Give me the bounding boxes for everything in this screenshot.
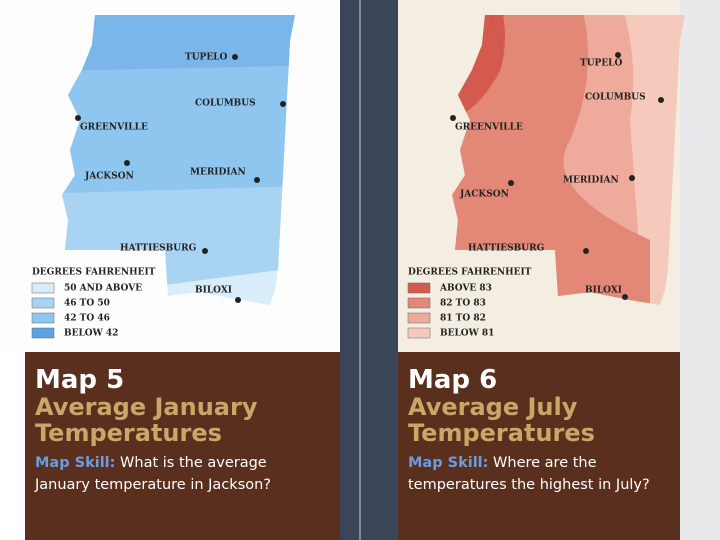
legend-swatch	[407, 327, 431, 339]
city-dot	[622, 294, 628, 300]
city-dot	[124, 160, 130, 166]
legend-label: 81 TO 82	[440, 314, 486, 324]
city-dot	[75, 115, 81, 121]
legend-title: DEGREES FAHRENHEIT	[32, 268, 156, 278]
edge	[680, 0, 720, 540]
skill-label: Map Skill:	[35, 455, 116, 471]
city-label: BILOXI	[585, 286, 622, 296]
legend-swatch	[31, 297, 55, 309]
city-dot	[254, 177, 260, 183]
legend-label: ABOVE 83	[439, 284, 492, 294]
city-label: GREENVILLE	[455, 123, 523, 133]
map-title: Average January Temperatures	[35, 393, 258, 447]
legend-label: BELOW 42	[64, 329, 118, 339]
legend-swatch	[31, 312, 55, 324]
city-label: GREENVILLE	[80, 123, 148, 133]
legend-label: 50 AND ABOVE	[64, 284, 142, 294]
city-dot	[629, 175, 635, 181]
city-label: JACKSON	[459, 190, 509, 200]
city-dot	[232, 54, 238, 60]
city-label: JACKSON	[84, 172, 134, 182]
caption: Map 6 Average July Temperatures Map Skil…	[398, 352, 680, 540]
legend-swatch	[31, 327, 55, 339]
city-dot	[235, 297, 241, 303]
city-dot	[450, 115, 456, 121]
question-text: Where are the temperatures the highest i…	[408, 455, 650, 493]
legend-label: 46 TO 50	[64, 299, 110, 309]
city-label: HATTIESBURG	[468, 244, 544, 254]
city-dot	[508, 180, 514, 186]
question-text: What is the average January temperature …	[35, 455, 272, 493]
city-label: MERIDIAN	[563, 176, 619, 186]
legend-label: 42 TO 46	[64, 314, 110, 324]
city-label: COLUMBUS	[585, 93, 646, 103]
city-label: TUPELO	[185, 53, 228, 63]
legend-label: BELOW 81	[440, 329, 494, 339]
question: Map Skill: What is the average January t…	[35, 452, 285, 496]
map-number: Map 6	[408, 365, 498, 395]
legend-title: DEGREES FAHRENHEIT	[408, 268, 532, 278]
city-dot	[583, 248, 589, 254]
city-dot	[658, 97, 664, 103]
skill-label: Map Skill:	[408, 455, 489, 471]
map-title: Average July Temperatures	[408, 393, 595, 447]
city-label: BILOXI	[195, 286, 232, 296]
question: Map Skill: Where are the temperatures th…	[408, 452, 658, 496]
city-dot	[202, 248, 208, 254]
city-label: MERIDIAN	[190, 168, 246, 178]
legend-swatch	[407, 297, 431, 309]
legend-swatch	[31, 282, 55, 294]
caption: Map 5 Average January Temperatures Map S…	[25, 352, 340, 540]
legend-swatch	[407, 282, 431, 294]
city-label: TUPELO	[580, 59, 623, 69]
city-label: HATTIESBURG	[120, 244, 196, 254]
legend-swatch	[407, 312, 431, 324]
city-label: COLUMBUS	[195, 99, 256, 109]
legend-label: 82 TO 83	[440, 299, 486, 309]
map-number: Map 5	[35, 365, 125, 395]
city-dot	[280, 101, 286, 107]
city-dot	[615, 52, 621, 58]
gutter	[340, 0, 398, 540]
